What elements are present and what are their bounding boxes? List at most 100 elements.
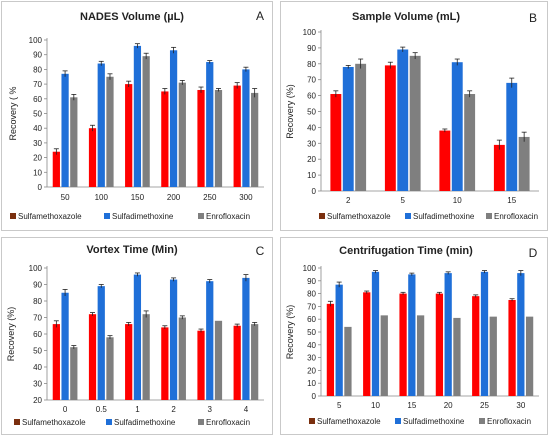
- bar-enrofloxacin: [214, 89, 223, 187]
- panel-letter: D: [529, 246, 538, 260]
- x-tick-label: 0: [63, 405, 68, 414]
- panel-letter: A: [256, 9, 264, 23]
- bar-enrofloxacin: [106, 337, 114, 400]
- legend-label: Sulfadimethoxine: [114, 418, 176, 427]
- y-tick-label: 80: [33, 65, 42, 74]
- x-tick-label: 250: [203, 193, 217, 202]
- y-tick-label: 90: [307, 277, 316, 286]
- y-tick-label: 40: [307, 341, 316, 350]
- x-tick-label: 2: [171, 405, 176, 414]
- x-tick-label: 2: [346, 196, 351, 205]
- y-tick-label: 80: [33, 297, 42, 306]
- legend-swatch: [14, 419, 20, 425]
- y-tick-label: 50: [33, 110, 42, 119]
- bar-enrofloxacin: [489, 316, 497, 396]
- y-tick-label: 40: [307, 123, 316, 132]
- bar-enrofloxacin: [70, 347, 78, 400]
- bar-sulfamethoxazole: [363, 292, 371, 396]
- legend-swatch: [319, 213, 325, 219]
- chart-svg: Sample Volume (mL) B 0 10 20 30 40 50 60 70 80 90 10…: [285, 11, 539, 221]
- y-axis-label: Recovery (%): [6, 307, 16, 362]
- bar-enrofloxacin: [355, 63, 367, 191]
- x-tick-label: 1: [135, 405, 140, 414]
- y-tick-label: 60: [33, 330, 42, 339]
- y-tick-label: 80: [307, 60, 316, 69]
- y-tick-label: 70: [307, 302, 316, 311]
- bar-sulfamethoxazole: [384, 65, 396, 191]
- bar-sulfadimethoxine: [397, 49, 409, 191]
- bar-sulfamethoxazole: [330, 94, 342, 191]
- bar-sulfadimethoxine: [97, 63, 105, 187]
- x-tick-label: 30: [516, 401, 525, 410]
- bar-sulfamethoxazole: [52, 151, 60, 187]
- bar-sulfamethoxazole: [125, 84, 133, 187]
- legend-swatch: [198, 419, 204, 425]
- y-tick-label: 20: [307, 366, 316, 375]
- y-tick-label: 40: [33, 124, 42, 133]
- bar-enrofloxacin: [178, 317, 186, 400]
- y-tick-label: 60: [307, 315, 316, 324]
- y-axis-label: Recovery (%): [285, 305, 295, 360]
- bar-sulfadimethoxine: [97, 286, 105, 400]
- y-tick-label: 30: [307, 354, 316, 363]
- x-tick-label: 5: [401, 196, 406, 205]
- bar-enrofloxacin: [178, 82, 186, 187]
- bar-sulfamethoxazole: [88, 314, 97, 400]
- panel-letter: C: [256, 244, 265, 258]
- bar-sulfamethoxazole: [439, 130, 451, 191]
- panel-b: Sample Volume (mL) B 0 10 20 30 40 50 60 70 80 90 10…: [280, 1, 548, 231]
- bar-sulfadimethoxine: [133, 45, 142, 187]
- y-tick-label: 70: [33, 80, 42, 89]
- bar-enrofloxacin: [70, 97, 78, 187]
- y-tick-label: 10: [33, 168, 42, 177]
- x-tick-label: 200: [167, 193, 181, 202]
- bar-sulfamethoxazole: [399, 293, 407, 396]
- panel-a: NADES Volume (µL) A 0 10 20 30 40 50 60 70 80 90 100…: [1, 1, 273, 231]
- bar-enrofloxacin: [453, 317, 461, 396]
- y-tick-label: 20: [33, 154, 42, 163]
- bar-sulfamethoxazole: [472, 296, 480, 396]
- y-tick-label: 100: [303, 28, 317, 37]
- bar-sulfamethoxazole: [326, 303, 335, 396]
- bar-enrofloxacin: [525, 316, 534, 396]
- legend-label: Sulfamethoxazole: [317, 417, 381, 426]
- x-tick-label: 100: [95, 193, 109, 202]
- bar-sulfadimethoxine: [342, 66, 354, 191]
- bar-enrofloxacin: [106, 76, 114, 187]
- bar-sulfamethoxazole: [52, 324, 60, 400]
- bar-sulfamethoxazole: [161, 327, 169, 400]
- bar-sulfadimethoxine: [480, 271, 489, 396]
- bar-sulfamethoxazole: [88, 128, 97, 187]
- x-tick-label: 15: [407, 401, 416, 410]
- legend-label: Sulfadimethoxine: [112, 212, 174, 221]
- legend-label: Sulfadimethoxine: [403, 417, 465, 426]
- y-tick-label: 90: [33, 51, 42, 60]
- bar-sulfadimethoxine: [451, 62, 463, 192]
- bar-sulfamethoxazole: [125, 324, 133, 400]
- x-tick-label: 15: [507, 196, 516, 205]
- x-tick-label: 4: [244, 405, 249, 414]
- legend-label: Sulfamethoxazole: [327, 212, 391, 221]
- y-tick-label: 70: [33, 314, 42, 323]
- bar-enrofloxacin: [344, 326, 352, 396]
- bar-enrofloxacin: [251, 324, 259, 400]
- y-tick-label: 90: [33, 281, 42, 290]
- bar-sulfadimethoxine: [206, 62, 214, 187]
- legend-swatch: [198, 213, 204, 219]
- bar-sulfadimethoxine: [242, 277, 250, 400]
- x-tick-label: 5: [337, 401, 342, 410]
- bar-sulfadimethoxine: [206, 281, 214, 400]
- legend-label: Enrofloxacin: [206, 418, 250, 427]
- chart-svg: Centrifugation Time (min) D 0 10 20 30 40 50 60 7…: [285, 245, 539, 426]
- panel-d: Centrifugation Time (min) D 0 10 20 30 40 50 60 7…: [280, 237, 548, 435]
- legend-label: Enrofloxacin: [487, 417, 531, 426]
- chart-title: Centrifugation Time (min): [339, 245, 473, 257]
- y-axis-label: Recovery ( %: [8, 86, 18, 140]
- y-tick-label: 10: [307, 171, 316, 180]
- y-tick-label: 50: [307, 328, 316, 337]
- bar-enrofloxacin: [251, 92, 259, 187]
- bar-sulfamethoxazole: [233, 85, 241, 187]
- x-tick-label: 20: [444, 401, 453, 410]
- bar-enrofloxacin: [464, 94, 476, 191]
